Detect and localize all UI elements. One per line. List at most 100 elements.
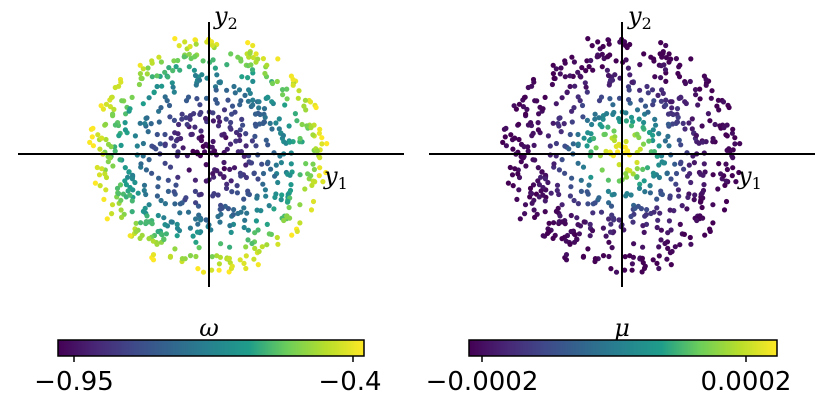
left-scatter-point bbox=[209, 267, 215, 273]
left-scatter-point bbox=[249, 67, 256, 73]
left-y-axis-label: y2 bbox=[213, 2, 238, 33]
right-scatter-point bbox=[666, 51, 672, 57]
right-scatter-point bbox=[622, 267, 628, 273]
right-scatter-point bbox=[535, 127, 542, 133]
right-scatter-point bbox=[572, 232, 578, 238]
left-scatter-point bbox=[154, 73, 160, 79]
left-scatter-point bbox=[158, 105, 164, 111]
left-scatter-point bbox=[177, 210, 183, 216]
right-scatter-point bbox=[547, 143, 553, 149]
right-scatter-point bbox=[540, 233, 546, 239]
left-scatter-point bbox=[243, 162, 249, 168]
right-scatter-point bbox=[516, 187, 522, 193]
right-scatter-point bbox=[642, 263, 648, 269]
left-scatter-point bbox=[112, 148, 118, 154]
right-scatter-point bbox=[701, 73, 708, 79]
left-scatter-point bbox=[162, 131, 168, 138]
right-scatter-point bbox=[663, 102, 669, 108]
right-scatter-point bbox=[567, 73, 573, 79]
left-scatter-point bbox=[90, 125, 96, 131]
right-scatter-point bbox=[600, 43, 606, 50]
right-scatter-point bbox=[655, 92, 661, 98]
left-scatter-point bbox=[162, 201, 168, 207]
left-scatter-point bbox=[154, 241, 160, 247]
right-scatter-point bbox=[637, 146, 643, 152]
left-scatter-point bbox=[180, 145, 186, 151]
right-scatter-point bbox=[575, 201, 582, 207]
left-scatter-point bbox=[175, 57, 181, 64]
right-scatter-point bbox=[607, 229, 614, 235]
right-scatter-point bbox=[535, 165, 541, 171]
left-scatter-points bbox=[87, 36, 330, 275]
right-scatter-point bbox=[672, 244, 678, 250]
right-scatter-point bbox=[652, 116, 658, 122]
left-scatter-point bbox=[210, 118, 216, 124]
right-scatter-point bbox=[584, 117, 591, 123]
right-scatter-point bbox=[623, 118, 630, 124]
left-scatter-point bbox=[268, 166, 274, 172]
right-scatter-point bbox=[645, 90, 651, 96]
right-scatter-point bbox=[554, 182, 561, 188]
left-scatter-point bbox=[184, 121, 190, 128]
left-scatter-point bbox=[264, 221, 270, 227]
left-scatter-point bbox=[227, 166, 233, 172]
right-scatter-point bbox=[545, 133, 552, 139]
left-scatter-point bbox=[233, 129, 240, 136]
right-scatter-point bbox=[616, 162, 622, 168]
left-scatter-point bbox=[254, 207, 260, 213]
left-scatter-point bbox=[317, 165, 323, 171]
right-scatter-point bbox=[571, 59, 578, 65]
right-scatter-point bbox=[666, 218, 673, 224]
left-scatter-point bbox=[157, 141, 163, 147]
left-scatter-point bbox=[272, 194, 278, 200]
left-scatter-point bbox=[294, 228, 300, 234]
right-scatter-point bbox=[723, 178, 729, 184]
left-scatter-point bbox=[280, 132, 286, 139]
left-scatter-point bbox=[303, 161, 309, 167]
left-scatter-point bbox=[248, 160, 254, 166]
right-scatter-point bbox=[550, 71, 557, 77]
right-scatter-point bbox=[557, 115, 563, 121]
left-scatter-point bbox=[232, 109, 238, 115]
left-scatter-point bbox=[227, 141, 234, 147]
left-scatter-point bbox=[193, 82, 199, 88]
right-scatter-point bbox=[522, 202, 529, 208]
left-scatter-point bbox=[213, 97, 219, 103]
left-scatter-point bbox=[256, 248, 262, 255]
left-scatter-point bbox=[143, 167, 149, 173]
right-scatter-point bbox=[681, 231, 688, 237]
right-scatter-point bbox=[542, 198, 548, 204]
right-scatter-point bbox=[503, 143, 509, 149]
right-scatter-point bbox=[659, 191, 666, 198]
left-scatter-point bbox=[161, 215, 167, 221]
right-scatter-point bbox=[661, 160, 667, 166]
left-scatter-point bbox=[238, 98, 244, 104]
left-scatter-point bbox=[234, 190, 240, 196]
left-scatter-point bbox=[251, 256, 257, 262]
left-scatter-point bbox=[217, 219, 223, 225]
left-scatter-point bbox=[149, 60, 155, 66]
left-scatter-point bbox=[191, 67, 197, 73]
left-scatter-point bbox=[140, 101, 146, 107]
left-scatter-point bbox=[237, 102, 243, 108]
right-scatter-point bbox=[626, 97, 632, 103]
left-scatter-point bbox=[297, 220, 303, 226]
right-scatter-point bbox=[523, 163, 529, 169]
right-scatter-point bbox=[616, 115, 622, 122]
right-scatter-point bbox=[637, 87, 643, 93]
right-scatter-point bbox=[571, 105, 577, 111]
left-scatter-point bbox=[172, 246, 178, 252]
right-scatter-point bbox=[623, 138, 629, 145]
right-scatter-point bbox=[589, 43, 595, 49]
left-scatter-point bbox=[95, 132, 101, 138]
right-scatter-point bbox=[658, 98, 665, 104]
left-scatter-point bbox=[245, 237, 251, 243]
right-scatter-point bbox=[640, 141, 647, 147]
left-scatter-point bbox=[99, 135, 105, 141]
left-scatter-point bbox=[210, 138, 216, 145]
right-scatter-point bbox=[522, 211, 528, 217]
left-scatter-point bbox=[186, 64, 192, 70]
right-scatter-point bbox=[559, 202, 565, 208]
left-scatter-point bbox=[236, 87, 243, 93]
left-scatter-point bbox=[253, 218, 259, 224]
